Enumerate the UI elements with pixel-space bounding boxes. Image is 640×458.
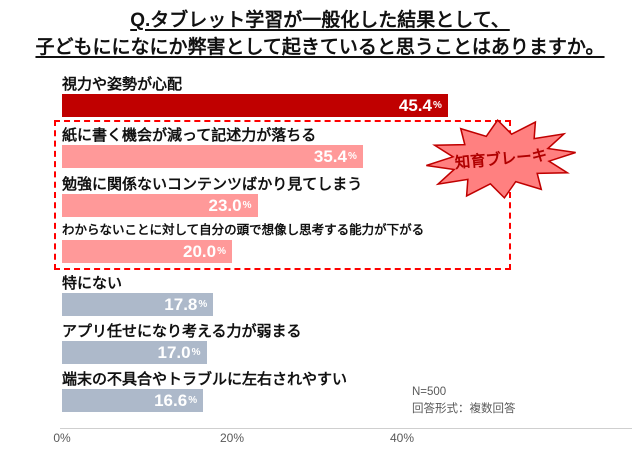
annotation-burst: 知育ブレーキ [426,118,576,200]
bar: 17.0% [62,341,207,364]
bar-value-unit: % [217,245,226,257]
bar: 17.8% [62,293,214,316]
bar-label: 勉強に関係ないコンテンツばかり見てしまう [62,176,363,193]
burst-shape-icon [426,118,576,200]
answer-format: 回答形式：複数回答 [412,403,516,415]
bar-value: 23.0 [208,196,242,215]
sample-size: N=500 [412,386,447,398]
bar-row: 紙に書く機会が減って記述力が落ちる 35.4% [62,126,640,168]
bar-label: 端末の不具合やトラブルに左右されやすい [62,371,348,388]
bar-row: 視力や姿勢が心配 45.4% [62,75,640,117]
bar-value-unit: % [198,298,208,310]
bar-value: 17.8 [164,295,198,314]
bar-label: わからないことに対して自分の頭で想像し思考する能力が下がる [62,223,425,237]
bar-value-unit: % [347,150,357,162]
chart-title-line2: 子どもにになにか弊害として起きていると思うことはありますか。 [35,37,605,58]
bar: 45.4% [62,94,448,117]
highlight-box [54,120,511,270]
bar-row: 端末の不具合やトラブルに左右されやすい 16.6% [62,370,640,412]
bar-value-unit: % [188,394,198,406]
bar-value-unit: % [242,199,252,211]
bar-label: 視力や姿勢が心配 [62,76,183,93]
bar-label: 特にない [62,275,123,292]
bar-value-unit: % [432,99,442,111]
x-tick-label: 40% [389,431,415,445]
bar-value: 35.4 [313,147,347,166]
bar-row: 勉強に関係ないコンテンツばかり見てしまう 23.0% [62,175,640,217]
chart-title-line1: Q.タブレット学習が一般化した結果として、 [130,10,510,31]
bar-row: 特にない 17.8% [62,274,640,316]
bar-row: わからないことに対して自分の頭で想像し思考する能力が下がる 20.0% [62,221,640,263]
bar-row: アプリ任せになり考える力が弱まる 17.0% [62,322,640,364]
survey-note: N=500 回答形式：複数回答 [412,384,516,418]
bar-value-unit: % [191,346,201,358]
chart-title: Q.タブレット学習が一般化した結果として、 子どもにになにか弊害として起きている… [0,7,640,61]
x-axis-line [60,428,632,429]
bar: 35.4% [62,145,363,168]
bar: 16.6% [62,389,204,412]
bar-value: 16.6 [154,391,188,410]
bar-value: 20.0 [183,242,217,261]
bar: 20.0% [62,240,232,263]
bar-value: 17.0 [157,343,191,362]
x-tick-label: 20% [219,431,245,445]
bar-value: 45.4 [398,96,432,115]
bar-label: 紙に書く機会が減って記述力が落ちる [62,127,317,144]
x-tick-label: 0% [53,431,71,445]
bar: 23.0% [62,194,258,217]
bar-label: アプリ任せになり考える力が弱まる [62,323,302,340]
